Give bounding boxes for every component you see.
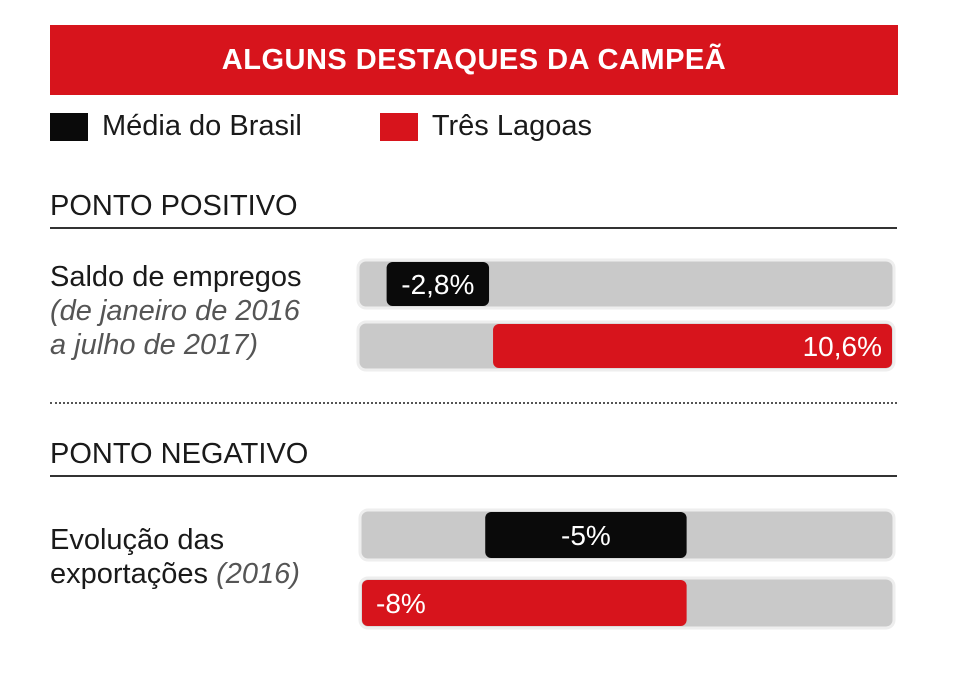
bar-label-1-tres-lagoas: -8% [376, 588, 426, 619]
row-label-negative-line-1: Evolução das [50, 524, 225, 556]
bar-label-0-brasil: -2,8% [401, 269, 474, 300]
bar-label-1-brasil: -5% [561, 520, 611, 551]
row-label-positive-note-2: a julho de 2017) [50, 329, 258, 361]
bar-1-tres-lagoas [362, 580, 687, 626]
bar-1-brasil [485, 512, 687, 558]
bar-track-0-brasil [356, 258, 896, 310]
bar-0-brasil [386, 262, 490, 306]
row-label-negative: Evolução das exportações (2016) [50, 523, 300, 591]
bar-0-tres-lagoas [493, 324, 892, 368]
legend-label-brasil: Média do Brasil [102, 110, 302, 142]
legend-item-tres-lagoas: Três Lagoas [379, 110, 592, 143]
row-label-negative-note: (2016) [216, 558, 300, 590]
bar-label-0-tres-lagoas: 10,6% [803, 331, 882, 362]
row-label-positive-main: Saldo de empregos [50, 261, 302, 293]
section-title-negative: PONTO NEGATIVO [50, 438, 897, 477]
banner-title: ALGUNS DESTAQUES DA CAMPEÃ [50, 25, 898, 95]
legend-swatch-tres-lagoas [379, 112, 418, 141]
section-divider [50, 402, 897, 404]
legend-item-brasil: Média do Brasil [50, 110, 302, 143]
row-label-positive-note-1: (de janeiro de 2016 [50, 295, 300, 327]
section-title-positive: PONTO POSITIVO [50, 190, 897, 229]
row-label-negative-line-2: exportações (2016) [50, 557, 300, 591]
legend-label-tres-lagoas: Três Lagoas [431, 110, 592, 142]
row-label-positive: Saldo de empregos (de janeiro de 2016 a … [50, 260, 302, 362]
legend: Média do Brasil Três Lagoas [50, 110, 670, 143]
row-label-negative-main: exportações [50, 558, 208, 590]
legend-swatch-brasil [50, 112, 88, 141]
